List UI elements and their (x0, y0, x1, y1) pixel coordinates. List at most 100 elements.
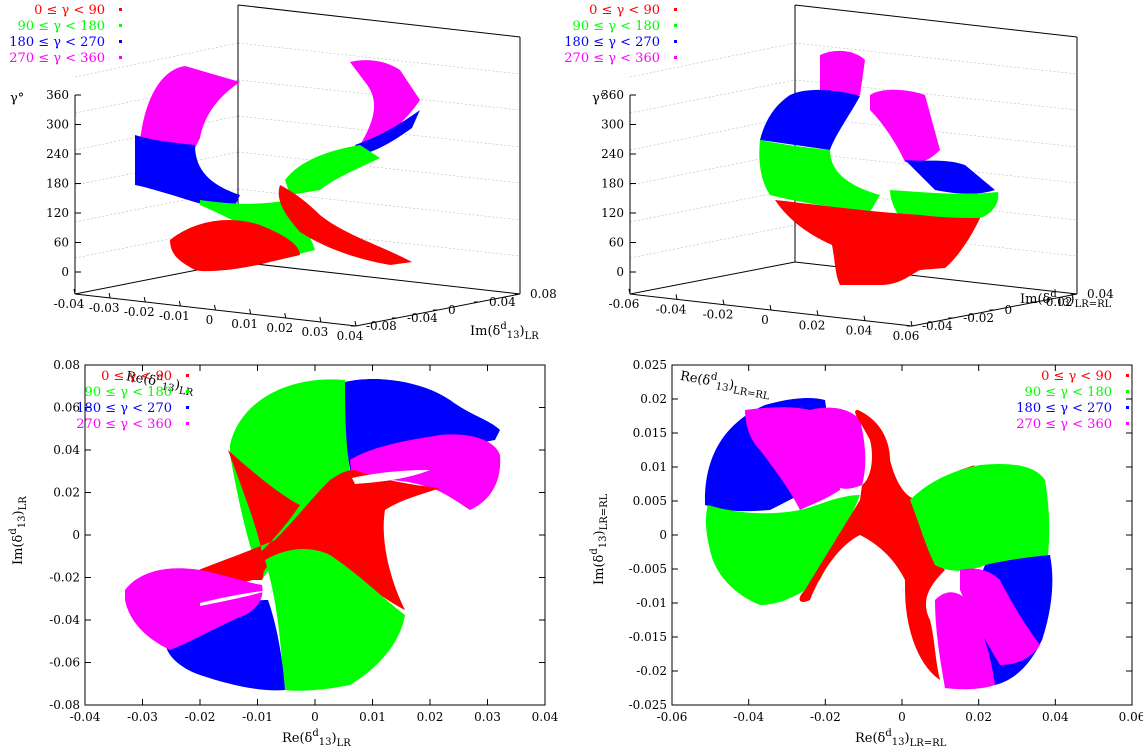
panel4-ylabel-close: ) (592, 530, 607, 535)
panel1-ylabel-sup: d (500, 321, 507, 332)
y-tick-label: 0.01 (640, 460, 667, 474)
x-tick-label: 0.03 (302, 325, 329, 339)
panel-3d-lrrl: 0 60 120 180 240 300 360 -0.06 -0.04 -0.02 0 0.02 0… (564, 3, 1114, 403)
y-tick-label: -0.015 (629, 630, 667, 644)
p4-green-right (910, 463, 1050, 571)
p4-magenta-right2 (935, 592, 995, 690)
panel2-zlabel: γ° (592, 91, 606, 106)
panel3-ylabel-close: ) (11, 510, 26, 515)
panel4-ylabel-sub2: LR=RL (599, 493, 610, 530)
y-tick-label: -0.02 (636, 664, 667, 678)
panel3-xlabel: Re(δd13)LR (282, 728, 351, 749)
panel4-ylabel-text: Im(δ (592, 554, 607, 585)
panel1-ylabel-text: Im(δ (470, 324, 501, 339)
p1-blue-right (355, 110, 420, 155)
p2-green-right (890, 190, 999, 218)
panel1-xlabel-close: ) (174, 378, 182, 394)
x-tick-label: 0 (206, 313, 214, 327)
panel4-ylabel-sub1: 13 (598, 535, 609, 548)
panel2-ylabel-sup: d (1050, 289, 1057, 300)
x-tick-label: -0.06 (609, 297, 640, 311)
panel-2d-lr: -0.04 -0.03 -0.02 -0.01 0 0.01 0.02 0.03 0.04 -0… (8, 358, 559, 749)
x-tick-label: -0.04 (733, 710, 764, 724)
x-tick-label: 0 (311, 710, 319, 724)
z-tick-label: 180 (46, 177, 69, 191)
y-tick-label: -0.01 (636, 596, 667, 610)
panel3-y-ticks: -0.08 -0.06 -0.04 -0.02 0 0.02 0.04 0.06 0.08 (49, 358, 545, 712)
x-tick-label: 0.02 (799, 318, 826, 332)
p3-red-center (150, 450, 440, 610)
y-tick-label: -0.08 (366, 319, 397, 333)
panel1-frame (74, 4, 521, 327)
legend-label: 270 ≤ γ < 360 (564, 51, 660, 66)
panel2-z-ticks: 0 60 120 180 240 300 360 (601, 88, 636, 279)
panel3-ylabel-text: Im(δ (11, 534, 26, 565)
x-tick-label: -0.02 (810, 710, 841, 724)
x-tick-label: -0.04 (54, 297, 85, 311)
panel1-xlabel-sub1: 13 (161, 381, 175, 394)
y-tick-label: 0.02 (53, 486, 80, 500)
panel1-x-ticks: -0.04 -0.03 -0.02 -0.01 0 0.01 0.02 0.03 0.04 (54, 288, 364, 343)
legend-swatch (1126, 374, 1129, 377)
legend-label: 0 ≤ γ < 90 (589, 3, 660, 18)
panel1-ylabel-sub2: LR (525, 331, 540, 342)
panel1-xlabel-sup: d (156, 371, 165, 383)
x-tick-mark (816, 310, 819, 316)
panel1-ylabel-sub1: 13 (507, 330, 520, 341)
y-tick-label: 0.015 (633, 426, 667, 440)
x-tick-mark (214, 304, 216, 311)
panel2-ylabel-text: Im(δ (1020, 292, 1051, 307)
z-tick-label: 60 (54, 236, 69, 250)
p2-magenta-right (870, 89, 940, 163)
x-tick-label: 0.04 (532, 710, 559, 724)
panel4-y-ticks: -0.025 -0.02 -0.015 -0.01 -0.005 0 0.005 0.01 0.… (629, 358, 1132, 712)
legend-swatch (186, 374, 189, 377)
z-tick-label: 360 (601, 88, 624, 102)
legend-swatch (1126, 406, 1129, 409)
x-tick-mark (143, 296, 146, 303)
x-tick-mark (178, 300, 181, 307)
p1-red-right (278, 185, 412, 265)
y-tick-label: 0 (72, 528, 80, 542)
panel4-xlabel: Re(δd13)LR=RL (855, 728, 947, 749)
x-tick-mark (249, 308, 252, 315)
panel4-ylabel: Im(δd13)LR=RL (589, 493, 610, 585)
y-tick-label: 0 (448, 303, 456, 317)
panel3-point-cloud (125, 379, 501, 691)
x-tick-label: -0.01 (242, 710, 273, 724)
panel4-xlabel-close: ) (905, 731, 910, 746)
y-tick-label: 0.025 (633, 358, 667, 372)
legend-label: 0 ≤ γ < 90 (34, 3, 105, 18)
p2-magenta-top (820, 50, 865, 99)
panel1-y-ticks: -0.08 -0.04 0 0.04 0.08 (351, 287, 557, 333)
p2-blue-left (760, 89, 860, 150)
legend-label: 90 ≤ γ < 180 (573, 19, 660, 34)
x-tick-mark (675, 294, 678, 300)
legend-label: 180 ≤ γ < 270 (564, 35, 660, 50)
x-tick-label: -0.03 (89, 301, 120, 315)
panel3-ylabel-sub2: LR (18, 496, 29, 511)
panel2-ylabel-sub2: LR=RL (1075, 299, 1112, 310)
legend-label: 90 ≤ γ < 180 (18, 19, 105, 34)
x-tick-mark (769, 304, 772, 311)
z-tick-label: 300 (601, 118, 624, 132)
y-tick-label: 0.02 (640, 392, 667, 406)
panel2-xlabel-text: Re(δ (679, 369, 712, 389)
legend-swatch (186, 406, 189, 409)
y-tick-label: 0 (659, 528, 667, 542)
legend-swatch (1126, 422, 1129, 425)
panel1-xlabel-text: Re(δ (125, 369, 158, 389)
y-tick-label: 0.06 (53, 401, 80, 415)
legend-swatch (674, 8, 677, 11)
p1-magenta-right (350, 60, 420, 145)
legend-label: 270 ≤ γ < 360 (9, 51, 105, 66)
y-tick-label: -0.04 (407, 311, 438, 325)
x-tick-label: 0.04 (1042, 710, 1069, 724)
panel4-xlabel-text: Re(δ (855, 731, 886, 746)
legend-swatch (186, 390, 189, 393)
panel2-ylabel: Im(δd13)LR=RL (1020, 289, 1112, 310)
z-tick-label: 60 (609, 236, 624, 250)
x-tick-label: 0 (898, 710, 906, 724)
